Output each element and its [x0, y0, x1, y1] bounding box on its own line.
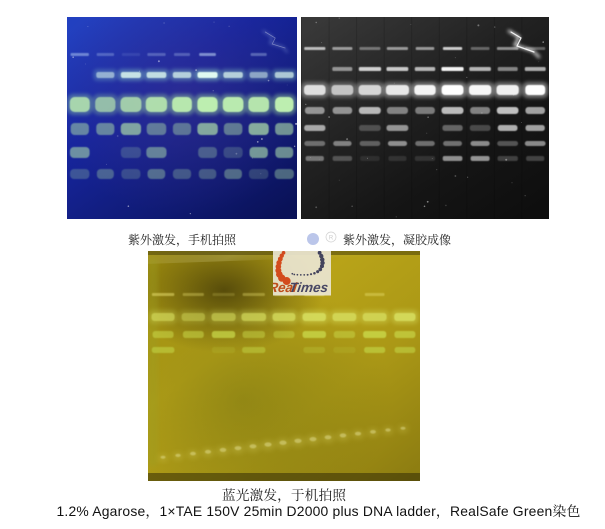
svg-text:R: R	[329, 236, 334, 242]
svg-text:Times: Times	[288, 280, 329, 295]
